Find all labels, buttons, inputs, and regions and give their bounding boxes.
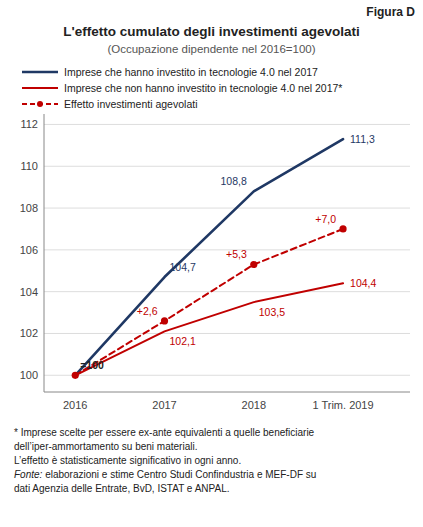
legend-label: Effetto investimenti agevolati: [64, 98, 197, 110]
footnote: L’effetto è statisticamente significativ…: [14, 455, 241, 466]
series-line: [75, 283, 343, 375]
legend-item: Effetto investimenti agevolati: [22, 98, 197, 110]
y-tick-label: 106: [20, 244, 38, 256]
y-tick-label: 104: [20, 286, 38, 298]
subtitle: (Occupazione dipendente nel 2016=100): [107, 43, 315, 55]
footnotes: * Imprese scelte per essere ex-ante equi…: [14, 427, 316, 494]
grid-line: [44, 333, 410, 334]
data-label: 108,8: [220, 175, 246, 187]
annotation: =100: [80, 359, 104, 371]
footnote-italic: Fonte:: [14, 469, 43, 480]
footnote: Fonte: elaborazioni e stime Centro Studi…: [14, 469, 316, 480]
background: [0, 0, 423, 527]
data-label: 111,3: [350, 133, 375, 145]
y-tick-label: 108: [20, 202, 38, 214]
y-tick-label: 100: [20, 369, 38, 381]
y-tick-label: 112: [20, 118, 38, 130]
x-ticks: 2016 2017 2018 1 Trim. 2019: [63, 399, 374, 411]
x-tick-label: 2018: [242, 399, 266, 411]
x-tick-label: 2016: [63, 399, 87, 411]
legend-item: Imprese che hanno investito in tecnologi…: [22, 66, 318, 78]
y-grid: 100 102 104 106 108 110 112: [20, 118, 410, 381]
plot-area: [72, 139, 347, 379]
title: L'effetto cumulato degli investimenti ag…: [63, 24, 360, 39]
x-tick-label: 2017: [152, 399, 176, 411]
figure-label: Figura D: [366, 5, 415, 19]
grid-line: [44, 166, 410, 167]
legend-label: Imprese che hanno investito in tecnologi…: [64, 66, 318, 78]
data-label: 103,5: [259, 306, 285, 318]
y-axis-line: [44, 114, 45, 392]
chart: Figura D L'effetto cumulato degli investi…: [0, 0, 423, 527]
legend-label: Imprese che non hanno investito in tecno…: [64, 82, 342, 94]
legend-swatch: [22, 71, 58, 74]
annotation: +2,6: [137, 305, 158, 317]
series-line: [75, 229, 343, 375]
grid-line: [44, 375, 410, 376]
data-label: 104,7: [170, 261, 196, 273]
series-marker: [161, 317, 168, 324]
x-axis-line: [44, 392, 410, 393]
x-tick-label: 1 Trim. 2019: [312, 399, 373, 411]
data-label: 102,1: [170, 335, 196, 347]
annotation: +7,0: [315, 213, 336, 225]
data-labels: 104,7 108,8 111,3 102,1 103,5 104,4: [170, 133, 377, 347]
y-tick-label: 110: [20, 160, 38, 172]
footnote: dati Agenzia delle Entrate, BvD, ISTAT e…: [14, 483, 229, 494]
annotations: =100 +2,6 +5,3 +7,0: [80, 213, 336, 371]
footnote: dell’iper-ammortamento su beni materiali…: [14, 441, 197, 452]
footnote: * Imprese scelte per essere ex-ante equi…: [14, 427, 315, 438]
legend: Imprese che hanno investito in tecnologi…: [22, 66, 342, 110]
data-label: 104,4: [350, 277, 376, 289]
grid-line: [44, 124, 410, 125]
legend-item: Imprese che non hanno investito in tecno…: [22, 82, 342, 94]
annotation: +5,3: [226, 248, 247, 260]
legend-marker: [37, 101, 43, 107]
footnote-rest: elaborazioni e stime Centro Studi Confin…: [42, 469, 316, 480]
y-tick-label: 102: [20, 327, 38, 339]
grid-line: [44, 208, 410, 209]
grid-line: [44, 291, 410, 292]
series-line: [75, 139, 343, 375]
legend-swatch: [22, 87, 58, 89]
series-marker: [72, 372, 79, 379]
series-marker: [250, 261, 257, 268]
series-marker: [339, 225, 346, 232]
